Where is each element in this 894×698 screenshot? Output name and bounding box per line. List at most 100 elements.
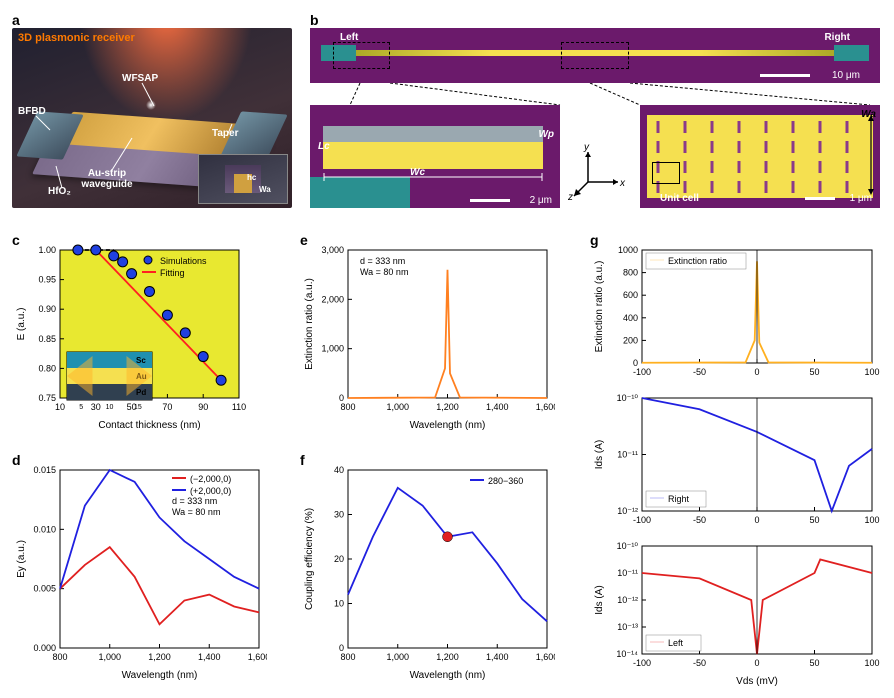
svg-text:1,600: 1,600 <box>536 402 555 412</box>
svg-text:Ids (A): Ids (A) <box>594 440 605 469</box>
svg-text:Vds (mV): Vds (mV) <box>736 676 778 687</box>
svg-text:30: 30 <box>334 510 344 520</box>
panel-e: e 8001,0001,2001,4001,60001,0002,0003,00… <box>300 232 555 432</box>
svg-text:10⁻¹²: 10⁻¹² <box>617 506 638 516</box>
svg-text:50: 50 <box>809 515 819 525</box>
svg-text:(−2,000,0): (−2,000,0) <box>190 474 231 484</box>
svg-text:2,000: 2,000 <box>321 294 344 304</box>
svg-text:Wavelength (nm): Wavelength (nm) <box>122 670 198 681</box>
panel-b-label: b <box>310 12 319 28</box>
svg-text:Wa = 80 nm: Wa = 80 nm <box>172 507 220 517</box>
svg-text:15: 15 <box>134 404 142 411</box>
render-3d: 3D plasmonic receiver WFSAP BFBD HfO₂ Au… <box>12 28 292 208</box>
chart-e: 8001,0001,2001,4001,60001,0002,0003,000W… <box>300 242 555 432</box>
svg-text:110: 110 <box>232 402 246 412</box>
svg-text:0: 0 <box>339 393 344 403</box>
svg-text:-50: -50 <box>693 515 706 525</box>
panel-b: b Left Right 10 μm Lc Wp Wc 2 μm <box>310 12 880 212</box>
top-scale: 10 μm <box>832 70 860 81</box>
svg-text:10⁻¹²: 10⁻¹² <box>617 595 638 605</box>
svg-text:Wavelength (nm): Wavelength (nm) <box>410 420 486 431</box>
sem-left-inset: Lc Wp Wc 2 μm <box>310 105 560 208</box>
panel-a-label: a <box>12 12 20 28</box>
zoom-lines <box>310 83 880 105</box>
svg-text:800: 800 <box>52 652 67 662</box>
svg-text:1000: 1000 <box>618 245 638 255</box>
svg-text:Wa = 80 nm: Wa = 80 nm <box>360 267 408 277</box>
svg-text:Contact thickness (nm): Contact thickness (nm) <box>98 420 200 431</box>
svg-text:1,400: 1,400 <box>198 652 221 662</box>
svg-text:Ids (A): Ids (A) <box>594 585 605 614</box>
svg-text:0.010: 0.010 <box>33 524 56 534</box>
chart-c: 10305070901100.750.800.850.900.951.00Con… <box>12 242 247 432</box>
svg-text:30: 30 <box>91 402 101 412</box>
svg-text:1,600: 1,600 <box>248 652 267 662</box>
svg-text:Ey (a.u.): Ey (a.u.) <box>16 540 27 578</box>
svg-text:1,200: 1,200 <box>436 402 459 412</box>
svg-text:10⁻¹³: 10⁻¹³ <box>617 622 638 632</box>
svg-text:600: 600 <box>623 290 638 300</box>
svg-text:0.015: 0.015 <box>33 465 56 475</box>
svg-text:3,000: 3,000 <box>321 245 344 255</box>
svg-text:200: 200 <box>623 335 638 345</box>
panel-a: a 3D plasmonic receiver WFSAP BFBD HfO₂ … <box>12 12 292 212</box>
svg-text:Sc: Sc <box>136 356 146 365</box>
svg-text:280−360: 280−360 <box>488 476 523 486</box>
svg-text:Pd: Pd <box>136 388 146 397</box>
svg-text:-50: -50 <box>693 658 706 668</box>
panel-d: d 8001,0001,2001,4001,6000.0000.0050.010… <box>12 452 267 682</box>
svg-text:1,000: 1,000 <box>321 344 344 354</box>
svg-text:10⁻¹⁴: 10⁻¹⁴ <box>616 649 638 659</box>
svg-text:y: y <box>583 142 590 153</box>
svg-text:Wavelength (nm): Wavelength (nm) <box>410 670 486 681</box>
svg-text:-100: -100 <box>633 367 651 377</box>
svg-text:0.90: 0.90 <box>38 304 56 314</box>
svg-text:1,000: 1,000 <box>386 652 409 662</box>
svg-text:-100: -100 <box>633 515 651 525</box>
svg-text:0.80: 0.80 <box>38 363 56 373</box>
chart-g1: -100-5005010002004006008001000Extinction… <box>590 242 880 387</box>
svg-text:1,400: 1,400 <box>486 652 509 662</box>
svg-text:0.005: 0.005 <box>33 584 56 594</box>
svg-text:800: 800 <box>340 652 355 662</box>
svg-text:E (a.u.): E (a.u.) <box>16 308 27 341</box>
svg-text:-50: -50 <box>693 367 706 377</box>
panel-c: c 10305070901100.750.800.850.900.951.00C… <box>12 232 247 432</box>
svg-text:1,600: 1,600 <box>536 652 555 662</box>
svg-text:10: 10 <box>55 402 65 412</box>
svg-text:50: 50 <box>809 658 819 668</box>
svg-text:x: x <box>619 178 626 189</box>
svg-text:5: 5 <box>79 404 83 411</box>
svg-text:0.000: 0.000 <box>33 643 56 653</box>
svg-text:800: 800 <box>340 402 355 412</box>
panel-f: f 8001,0001,2001,4001,600010203040Wavele… <box>300 452 555 682</box>
svg-text:20: 20 <box>334 554 344 564</box>
svg-text:Extinction ratio: Extinction ratio <box>668 256 727 266</box>
svg-text:10: 10 <box>106 404 114 411</box>
svg-text:Extinction ratio (a.u.): Extinction ratio (a.u.) <box>304 278 315 370</box>
svg-text:d = 333 nm: d = 333 nm <box>360 256 405 266</box>
svg-text:1,000: 1,000 <box>98 652 121 662</box>
svg-text:50: 50 <box>809 367 819 377</box>
svg-text:100: 100 <box>864 515 879 525</box>
pointer-lines <box>12 28 292 208</box>
svg-text:90: 90 <box>198 402 208 412</box>
svg-text:-100: -100 <box>633 658 651 668</box>
svg-text:10⁻¹⁰: 10⁻¹⁰ <box>617 393 639 403</box>
svg-text:Right: Right <box>668 494 690 504</box>
axis-indicator: x y z <box>568 142 628 202</box>
svg-text:(+2,000,0): (+2,000,0) <box>190 486 231 496</box>
svg-text:0: 0 <box>633 358 638 368</box>
panel-g: g -100-5005010002004006008001000Extincti… <box>590 232 880 682</box>
svg-text:0: 0 <box>754 515 759 525</box>
svg-text:Extinction ratio (a.u.): Extinction ratio (a.u.) <box>594 261 605 353</box>
svg-text:100: 100 <box>864 658 879 668</box>
chart-g2: -100-5005010010⁻¹²10⁻¹¹10⁻¹⁰Ids (A)Right <box>590 390 880 535</box>
svg-text:1,200: 1,200 <box>148 652 171 662</box>
sem-top: Left Right 10 μm <box>310 28 880 83</box>
svg-text:400: 400 <box>623 313 638 323</box>
svg-text:10: 10 <box>334 599 344 609</box>
svg-text:Simulations: Simulations <box>160 256 207 266</box>
svg-text:Coupling efficiency (%): Coupling efficiency (%) <box>304 508 315 610</box>
svg-text:Fitting: Fitting <box>160 268 185 278</box>
